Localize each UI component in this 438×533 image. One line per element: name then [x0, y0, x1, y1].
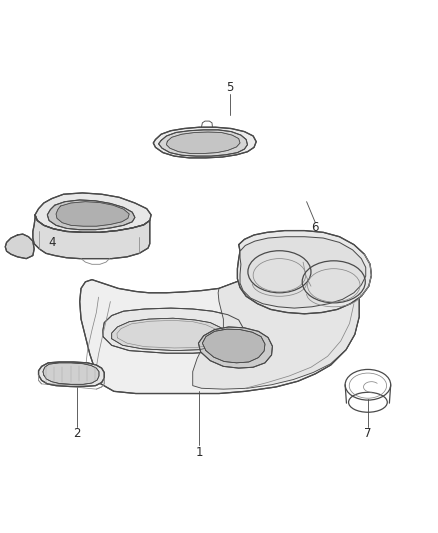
- Polygon shape: [112, 318, 226, 351]
- Polygon shape: [56, 201, 129, 226]
- Polygon shape: [33, 215, 150, 259]
- Polygon shape: [39, 362, 104, 386]
- Polygon shape: [237, 231, 371, 314]
- Text: 4: 4: [48, 236, 56, 249]
- Polygon shape: [5, 234, 34, 259]
- Polygon shape: [166, 132, 240, 154]
- Polygon shape: [35, 193, 151, 232]
- Polygon shape: [153, 127, 256, 158]
- Text: 2: 2: [73, 427, 81, 440]
- Polygon shape: [103, 308, 243, 353]
- Text: 1: 1: [195, 446, 203, 459]
- Polygon shape: [47, 200, 135, 230]
- Polygon shape: [193, 264, 359, 389]
- Polygon shape: [240, 237, 366, 308]
- Polygon shape: [43, 363, 99, 384]
- Text: 6: 6: [311, 221, 319, 235]
- Polygon shape: [198, 327, 272, 368]
- Text: 7: 7: [364, 427, 372, 440]
- Polygon shape: [159, 130, 247, 156]
- Polygon shape: [202, 329, 265, 363]
- Polygon shape: [80, 264, 359, 393]
- Text: 5: 5: [226, 82, 233, 94]
